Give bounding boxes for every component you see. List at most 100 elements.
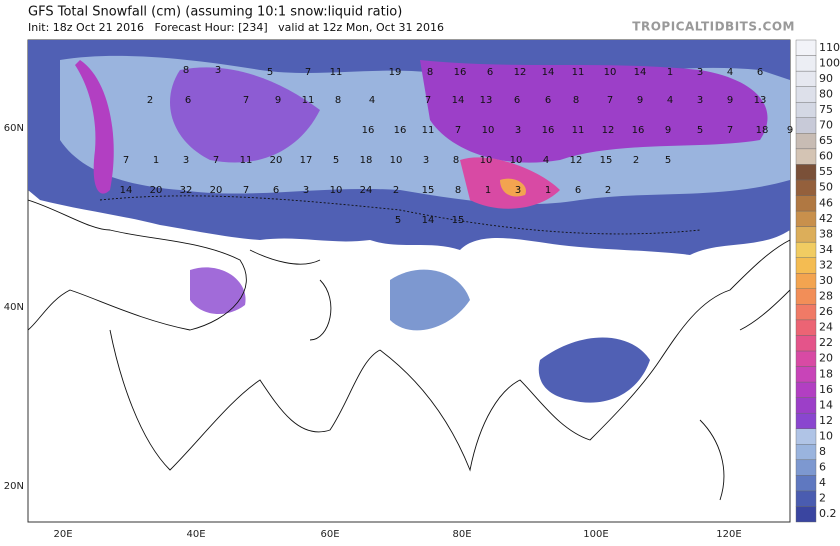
snow-value: 5 <box>697 125 703 136</box>
lon-label: 80E <box>452 529 471 540</box>
snow-value: 3 <box>303 185 309 196</box>
colorbar-box <box>795 459 817 476</box>
snow-value: 1 <box>153 155 159 166</box>
colorbar-label: 10 <box>819 429 833 442</box>
snow-value: 10 <box>604 67 617 78</box>
snow-value: 7 <box>305 67 311 78</box>
snow-value: 7 <box>425 95 431 106</box>
colorbar-label: 80 <box>819 87 833 100</box>
snow-value: 3 <box>423 155 429 166</box>
snow-value: 10 <box>480 155 493 166</box>
snow-value: 7 <box>607 95 613 106</box>
snow-value: 14 <box>422 215 435 226</box>
lon-label: 20E <box>53 529 72 540</box>
snow-value: 6 <box>545 95 551 106</box>
snow-value: 6 <box>575 185 581 196</box>
colorbar-box <box>795 164 817 181</box>
snow-value: 16 <box>394 125 407 136</box>
colorbar-label: 46 <box>819 196 833 209</box>
snow-value: 6 <box>514 95 520 106</box>
coastlines <box>28 195 790 501</box>
snow-value: 11 <box>240 155 253 166</box>
map: 38 5 7 11 19 8 16 6 12 14 11 10 14 1 3 4 62 6 7 9 11 8 4 7 14 13 6… <box>27 39 794 523</box>
snow-value: 12 <box>602 125 615 136</box>
snow-value: 8 <box>183 65 189 76</box>
snow-value: 9 <box>637 95 643 106</box>
colorbar-box <box>795 210 817 227</box>
snow-value: 1 <box>667 67 673 78</box>
snow-value: 20 <box>150 185 163 196</box>
snow-value: 10 <box>510 155 523 166</box>
snow-value: 12 <box>514 67 527 78</box>
snow-value: 3 <box>183 155 189 166</box>
snow-value: 1 <box>545 185 551 196</box>
snow-value: 7 <box>243 185 249 196</box>
colorbar-box <box>795 350 817 367</box>
snow-value: 32 <box>180 185 193 196</box>
colorbar-box <box>795 319 817 336</box>
snow-value: 1 <box>485 185 491 196</box>
snow-value: 2 <box>147 95 153 106</box>
snow-value: 4 <box>727 67 733 78</box>
lon-label: 120E <box>716 529 741 540</box>
snow-value: 16 <box>542 125 555 136</box>
colorbar-label: 90 <box>819 72 833 85</box>
snow-value: 6 <box>185 95 191 106</box>
snow-value: 7 <box>455 125 461 136</box>
snow-value: 20 <box>270 155 283 166</box>
map-labels: 38 5 7 11 19 8 16 6 12 14 11 10 14 1 3 4 62 6 7 9 11 8 4 7 14 13 6… <box>120 65 794 226</box>
colorbar-box <box>795 39 817 56</box>
colorbar-label: 55 <box>819 165 833 178</box>
snow-value: 7 <box>243 95 249 106</box>
colorbar-box <box>795 381 817 398</box>
colorbar-box <box>795 335 817 352</box>
snow-value: 7 <box>123 155 129 166</box>
snow-value: 2 <box>633 155 639 166</box>
snow-value: 10 <box>390 155 403 166</box>
colorbar-label: 20 <box>819 352 833 365</box>
snow-value: 9 <box>787 125 793 136</box>
colorbar-label: 6 <box>819 461 826 474</box>
snow-value: 11 <box>422 125 435 136</box>
colorbar-label: 4 <box>819 476 826 489</box>
snow-value: 9 <box>275 95 281 106</box>
snow-value: 24 <box>360 185 373 196</box>
snow-value: 10 <box>482 125 495 136</box>
snow-value: 13 <box>754 95 767 106</box>
colorbar-box <box>795 428 817 445</box>
colorbar-label: 30 <box>819 274 833 287</box>
lon-label: 40E <box>186 529 205 540</box>
colorbar-box <box>795 304 817 321</box>
snow-value: 16 <box>454 67 467 78</box>
snow-value: 5 <box>333 155 339 166</box>
colorbar-label: 100 <box>819 56 840 69</box>
colorbar-box <box>795 506 817 523</box>
snow-value: 15 <box>600 155 613 166</box>
colorbar-label: 8 <box>819 445 826 458</box>
snow-value: 11 <box>572 125 585 136</box>
snow-value: 20 <box>210 185 223 196</box>
colorbar-box <box>795 86 817 103</box>
snow-value: 11 <box>572 67 585 78</box>
snow-value: 2 <box>393 185 399 196</box>
colorbar-box <box>795 288 817 305</box>
snow-value: 15 <box>422 185 435 196</box>
snow-value: 7 <box>727 125 733 136</box>
watermark: TROPICALTIDBITS.COM <box>632 20 795 34</box>
colorbar-label: 16 <box>819 383 833 396</box>
snow-value: 17 <box>300 155 313 166</box>
snow-value: 16 <box>362 125 375 136</box>
lon-label: 60E <box>320 529 339 540</box>
colorbar-label: 34 <box>819 243 833 256</box>
colorbar-label: 12 <box>819 414 833 427</box>
snow-value: 14 <box>452 95 465 106</box>
colorbar-label: 38 <box>819 227 833 240</box>
colorbar-label: 70 <box>819 119 833 132</box>
snow-value: 7 <box>213 155 219 166</box>
colorbar-label: 22 <box>819 336 833 349</box>
snow-value: 8 <box>335 95 341 106</box>
snow-value: 16 <box>632 125 645 136</box>
title: GFS Total Snowfall (cm) (assuming 10:1 s… <box>28 5 402 20</box>
snow-value: 3 <box>697 95 703 106</box>
snow-value: 10 <box>330 185 343 196</box>
